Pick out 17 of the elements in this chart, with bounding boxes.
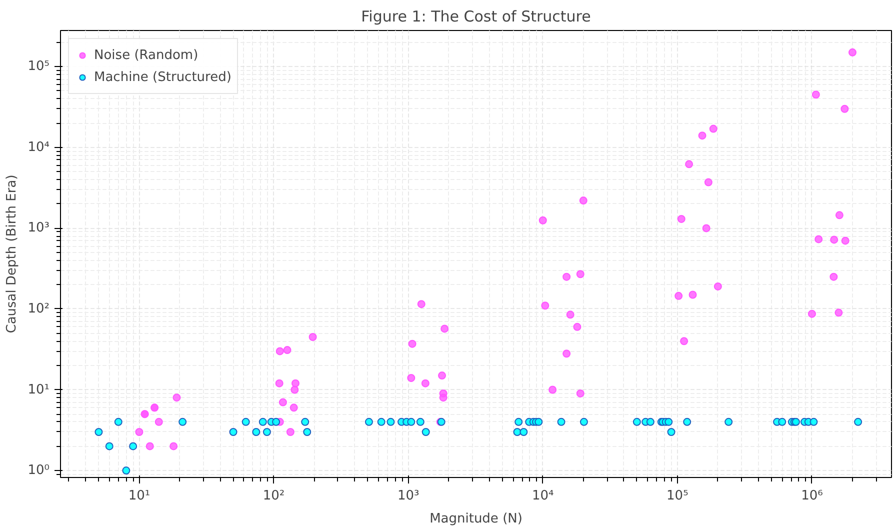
y-tick-label: 10¹: [28, 382, 50, 398]
x-axis-title: Magnitude (N): [430, 512, 522, 526]
x-tick-label: 10³: [397, 488, 420, 504]
y-axis-title: Causal Depth (Birth Era): [4, 174, 20, 334]
x-tick-label: 10⁵: [666, 488, 688, 504]
y-tick-label: 10⁰: [28, 463, 50, 478]
x-tick-label: 10⁶: [801, 488, 823, 504]
y-tick-label: 10²: [28, 301, 50, 316]
y-tick-label: 10⁵: [28, 59, 50, 74]
x-tick-label: 10¹: [128, 488, 150, 504]
x-tick-label: 10²: [262, 488, 285, 504]
legend-label: Machine (Structured): [94, 70, 232, 84]
chart-title: Figure 1: The Cost of Structure: [361, 8, 591, 26]
x-tick-label: 10⁴: [532, 488, 554, 504]
legend-label: Noise (Random): [94, 48, 198, 62]
y-tick-label: 10⁴: [28, 140, 50, 155]
y-tick-label: 10³: [28, 220, 50, 236]
